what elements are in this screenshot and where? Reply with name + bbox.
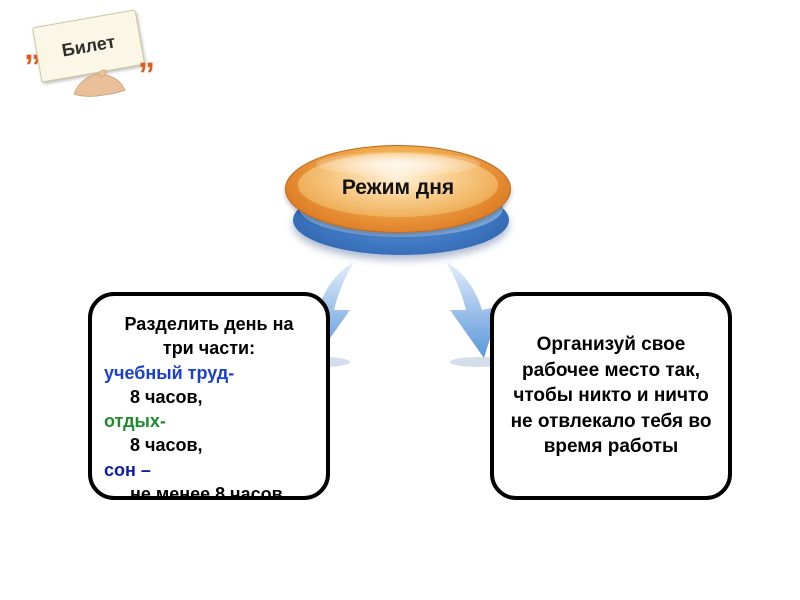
left-line-3: 8 часов, — [104, 385, 314, 409]
ticket-card: „ Билет „ — [18, 12, 153, 102]
center-label: Режим дня — [285, 145, 511, 231]
right-info-box: Организуй свое рабочее место так, чтобы … — [490, 292, 732, 500]
left-line-5: 8 часов, — [104, 433, 314, 457]
left-line-6: сон – — [104, 458, 314, 482]
right-box-text: Организуй свое рабочее место так, чтобы … — [506, 312, 716, 480]
center-button: Режим дня — [285, 145, 515, 251]
left-line-4: отдых- — [104, 409, 314, 433]
left-line-2: учебный труд- — [104, 361, 314, 385]
left-info-box: Разделить день на три части: учебный тру… — [88, 292, 330, 500]
left-line-1: три части: — [104, 336, 314, 360]
quote-right-icon: „ — [138, 50, 155, 64]
hand-icon — [70, 64, 130, 100]
ticket-label: Билет — [60, 31, 117, 61]
left-line-7: не менее 8 часов. — [104, 482, 314, 506]
left-line-0: Разделить день на — [104, 312, 314, 336]
